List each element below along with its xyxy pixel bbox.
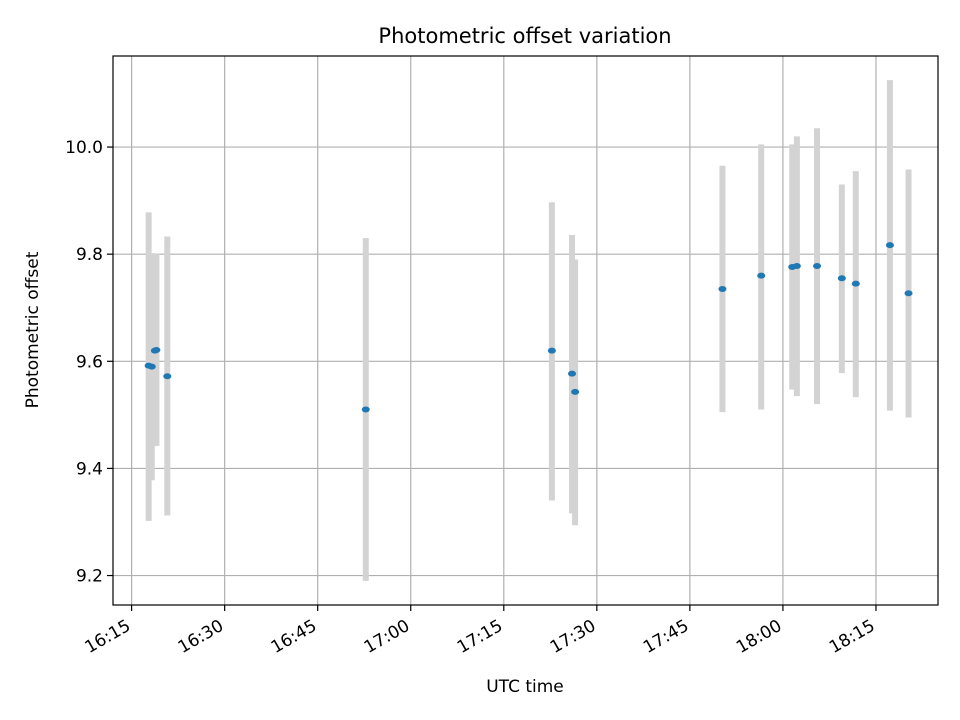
data-point — [757, 272, 766, 279]
data-point — [163, 373, 172, 380]
data-point — [147, 363, 156, 370]
y-tick-label: 9.4 — [76, 459, 103, 479]
x-tick-label: 16:45 — [268, 616, 320, 658]
data-point — [718, 285, 727, 292]
tick-layer: 16:15 16:30 16:45 17:00 17:15 17:30 17:45 18:00… — [65, 138, 878, 658]
data-point — [361, 406, 370, 413]
plot-frame — [112, 55, 939, 606]
data-point — [568, 370, 577, 377]
x-tick-label: 17:30 — [547, 616, 599, 658]
x-tick-label: 16:15 — [82, 616, 134, 658]
chart-title: Photometric offset variation — [378, 24, 671, 48]
y-tick-label: 9.2 — [76, 567, 103, 587]
data-point — [792, 262, 801, 269]
data-point — [904, 290, 913, 297]
x-tick-label: 17:00 — [361, 616, 413, 658]
data-point — [571, 388, 580, 395]
data-point — [885, 242, 894, 249]
x-tick-label: 17:15 — [454, 616, 506, 658]
x-tick-label: 17:45 — [640, 616, 692, 658]
point-layer — [144, 242, 913, 413]
y-axis-label: Photometric offset — [23, 251, 43, 408]
y-tick-label: 9.6 — [76, 352, 103, 372]
y-tick-label: 9.8 — [76, 245, 103, 265]
data-point — [837, 275, 846, 282]
grid-layer — [113, 56, 938, 605]
x-tick-label: 18:00 — [733, 616, 785, 658]
x-axis-label: UTC time — [486, 677, 564, 697]
errorbar-layer — [145, 80, 912, 581]
x-tick-label: 16:30 — [175, 616, 227, 658]
data-point — [813, 262, 822, 269]
data-point — [152, 347, 161, 354]
data-point — [547, 347, 556, 354]
x-tick-label: 18:15 — [826, 616, 878, 658]
y-tick-label: 10.0 — [65, 138, 103, 158]
data-point — [851, 280, 860, 287]
